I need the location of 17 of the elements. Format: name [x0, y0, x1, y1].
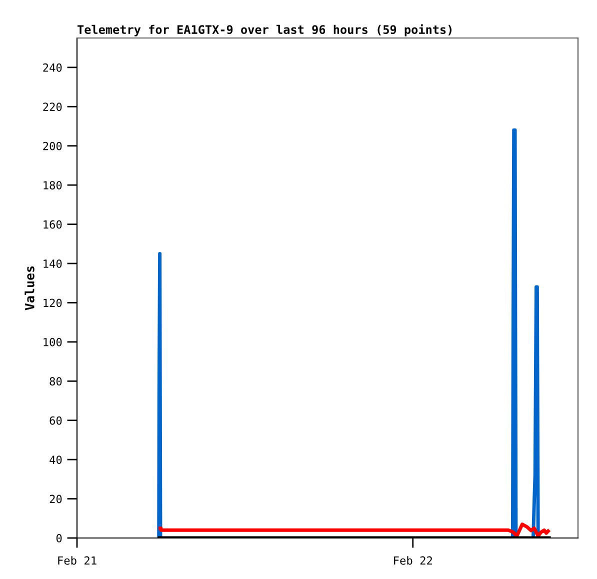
y-tick-label: 20 — [50, 494, 62, 504]
y-tick-label: 100 — [44, 338, 62, 346]
y-tick-label: 80 — [50, 377, 62, 386]
y-tick-label: 0 — [56, 534, 62, 542]
y-tick-label: 140 — [44, 259, 62, 268]
y-tick-label: 120 — [44, 298, 62, 308]
x-tick-label: Feb 21 — [58, 556, 96, 565]
y-tick-label: 220 — [43, 102, 62, 112]
y-tick-label: 60 — [50, 416, 62, 425]
y-tick-label: 160 — [44, 220, 62, 229]
y-axis-title: Values — [24, 266, 34, 310]
chart-title: Telemetry for EA1GTX-9 over last 96 hours (59 points) — [78, 24, 452, 36]
y-tick-label: 200 — [43, 142, 62, 150]
y-tick-label: 180 — [44, 181, 62, 190]
y-tick-label: 40 — [50, 456, 62, 464]
x-tick-label: Feb 22 — [394, 556, 432, 565]
y-tick-label: 240 — [43, 63, 62, 72]
